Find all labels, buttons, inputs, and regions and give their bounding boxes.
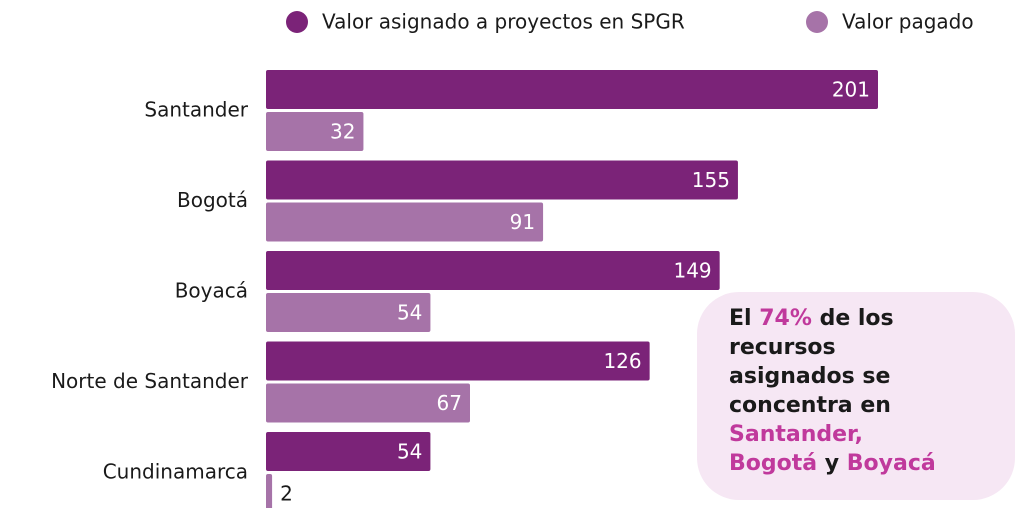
- legend-swatch: [286, 11, 308, 33]
- value-label: 54: [397, 440, 422, 464]
- annotation-text: de los: [811, 306, 894, 331]
- category-label: Cundinamarca: [103, 460, 248, 484]
- bar: [266, 383, 470, 423]
- value-label: 201: [832, 78, 870, 102]
- value-label: 67: [437, 391, 462, 415]
- legend-swatch: [806, 11, 828, 33]
- annotation-line: Santander,: [729, 420, 1015, 449]
- annotation-text: recursos: [729, 335, 836, 360]
- category-label: Bogotá: [177, 188, 248, 212]
- annotation-highlight: 74%: [759, 306, 812, 331]
- value-label: 32: [330, 120, 355, 144]
- value-label: 2: [280, 482, 293, 506]
- annotation-text: concentra en: [729, 393, 891, 418]
- annotation-line: concentra en: [729, 391, 1015, 420]
- bar: [266, 202, 544, 242]
- annotation-text: y: [817, 451, 847, 476]
- bar: [266, 70, 878, 109]
- bar: [266, 474, 273, 508]
- category-label: Norte de Santander: [51, 369, 249, 393]
- value-label: 91: [510, 210, 535, 234]
- value-label: 54: [397, 301, 422, 325]
- bar: [266, 251, 720, 290]
- value-label: 149: [673, 259, 711, 283]
- annotation-highlight: Santander,: [729, 422, 864, 447]
- bar: [266, 341, 650, 381]
- bar: [266, 432, 431, 471]
- annotation: El 74% de los recursos asignados se concent…: [697, 292, 1015, 500]
- category-label: Santander: [144, 98, 248, 122]
- annotation-highlight: Boyacá: [846, 451, 936, 476]
- annotation-line: Bogotá y Boyacá: [729, 449, 1015, 478]
- value-label: 155: [692, 168, 730, 192]
- annotation-text: asignados se: [729, 364, 891, 389]
- category-label: Boyacá: [175, 279, 248, 303]
- annotation-line: recursos: [729, 333, 1015, 362]
- legend-label: Valor pagado: [842, 10, 974, 34]
- annotation-text: El: [729, 306, 760, 331]
- legend-label: Valor asignado a proyectos en SPGR: [322, 10, 685, 34]
- annotation-line: asignados se: [729, 362, 1015, 391]
- bar: [266, 112, 364, 151]
- bar: [266, 293, 431, 332]
- bar: [266, 160, 738, 200]
- annotation-line: El 74% de los: [729, 304, 1015, 333]
- annotation-highlight: Bogotá: [729, 451, 818, 476]
- value-label: 126: [603, 349, 641, 373]
